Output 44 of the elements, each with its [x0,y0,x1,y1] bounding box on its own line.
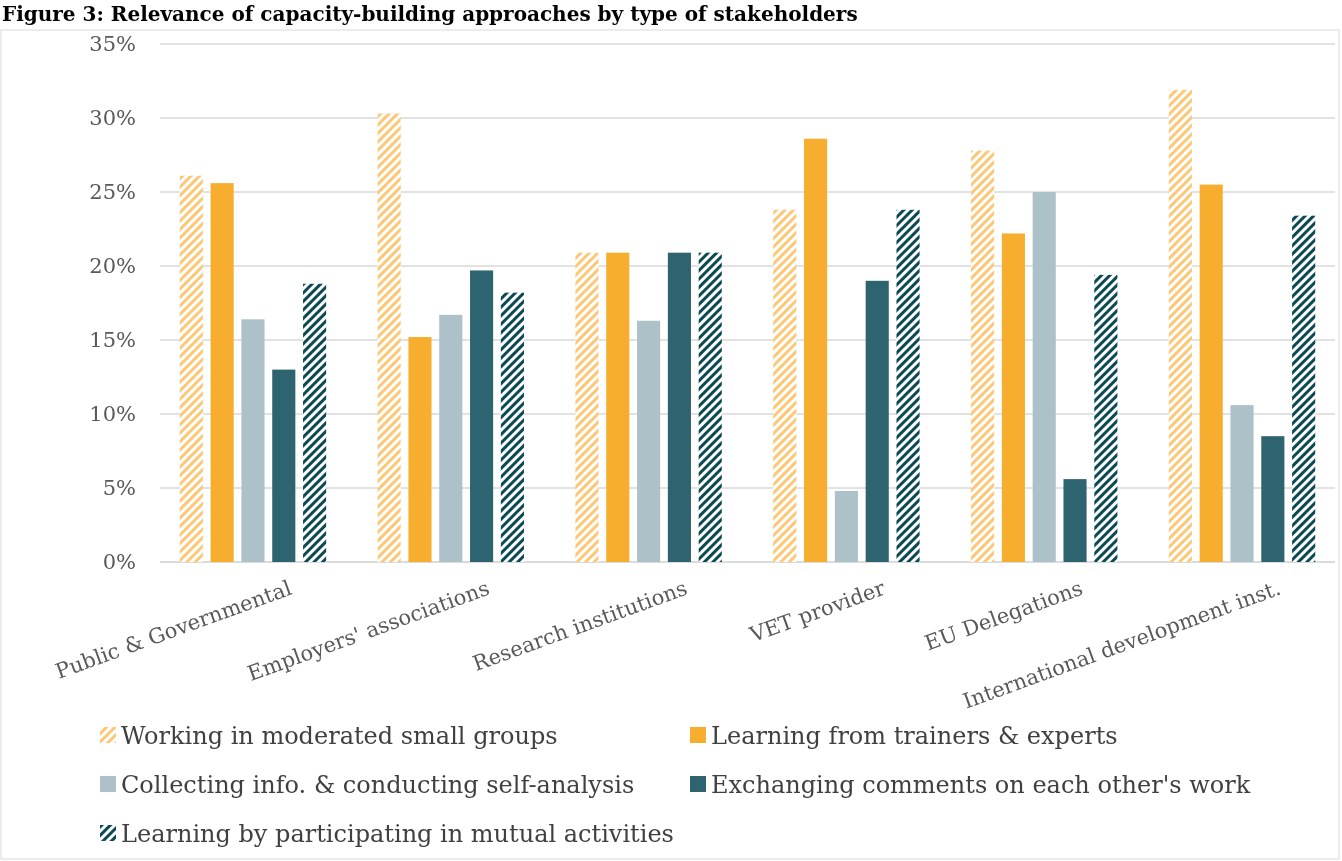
legend-label: Learning by participating in mutual activities [121,820,674,849]
y-tick-label: 25% [89,180,136,205]
y-tick-label: 35% [89,32,136,57]
bar [896,209,920,562]
y-tick-label: 0% [102,550,136,575]
legend-label: Working in moderated small groups [121,722,558,751]
bar [865,280,889,562]
bar [834,490,858,562]
bar [500,292,524,562]
bar [971,150,995,562]
bar [210,183,234,562]
bar [1199,184,1223,562]
legend-label: Collecting info. & conducting self-analysis [121,771,635,800]
bar [470,270,494,562]
bar [1063,479,1087,562]
y-tick-label: 10% [89,402,136,427]
bar [377,113,401,562]
y-tick-label: 5% [102,476,136,501]
bar [1230,405,1254,562]
legend-label: Exchanging comments on each other's work [711,771,1251,800]
y-tick-label: 30% [89,106,136,131]
bar [303,283,327,562]
bar [1261,436,1285,562]
bar [1094,274,1118,562]
bar [1001,233,1025,562]
y-tick-label: 15% [89,328,136,353]
bar [1292,215,1316,562]
bar [179,175,203,562]
y-tick-label: 20% [89,254,136,279]
bar [773,209,797,562]
bar [698,252,722,562]
bar [439,314,463,562]
bar [637,320,661,562]
bar [272,369,296,562]
bar [241,319,265,562]
bar [606,252,630,562]
bar [667,252,691,562]
bar [1032,192,1056,562]
bar [408,337,432,562]
chart-title: Figure 3: Relevance of capacity-building approaches by type of stakeholders [2,2,858,26]
bar [804,138,828,562]
bar [1168,89,1192,562]
bar [575,252,599,562]
legend-label: Learning from trainers & experts [711,722,1118,751]
